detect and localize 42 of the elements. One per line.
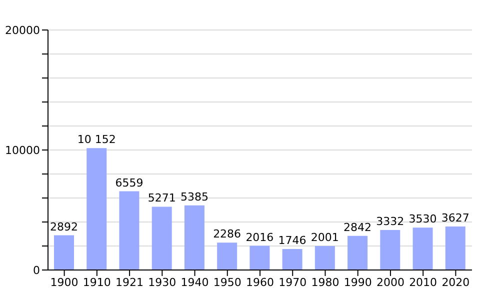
bar — [184, 205, 204, 270]
x-tick-label: 1960 — [246, 276, 274, 289]
x-tick-label: 2010 — [409, 276, 438, 289]
x-tick-label: 1950 — [213, 276, 242, 289]
y-tick-label: 0 — [33, 264, 40, 277]
data-label: 2001 — [310, 230, 339, 244]
bar — [445, 226, 466, 270]
bar — [54, 235, 74, 270]
data-label: 1746 — [278, 234, 306, 248]
bar — [412, 228, 433, 270]
bar — [217, 242, 238, 270]
data-label: 2016 — [246, 230, 274, 244]
bar — [152, 206, 172, 270]
data-label: 5385 — [180, 190, 208, 204]
x-tick-label: 1910 — [82, 276, 111, 289]
bar — [314, 246, 335, 270]
data-label: 3530 — [408, 212, 437, 226]
x-tick-label: 1990 — [344, 276, 372, 289]
data-label: 3332 — [376, 215, 404, 228]
data-label: 2286 — [213, 228, 242, 241]
x-tick-label: 1930 — [148, 276, 176, 289]
y-tick-label: 20000 — [5, 24, 40, 37]
x-tick-label: 2000 — [376, 276, 404, 289]
y-tick-label: 10000 — [5, 144, 40, 157]
bar — [86, 148, 107, 270]
x-tick-label: 1940 — [180, 276, 209, 289]
data-label: 3627 — [441, 211, 470, 224]
data-label: 2892 — [50, 220, 78, 234]
data-label: 2842 — [344, 220, 372, 234]
x-tick-label: 1900 — [50, 276, 78, 289]
bar — [119, 191, 140, 270]
data-label: 10 152 — [77, 133, 116, 146]
data-label: 5271 — [148, 192, 176, 205]
x-tick-label: 2020 — [442, 276, 470, 289]
data-label: 6559 — [115, 176, 144, 190]
bar — [348, 236, 368, 270]
bar — [282, 249, 302, 270]
x-tick-label: 1970 — [278, 276, 307, 289]
bar — [250, 246, 270, 270]
x-tick-label: 1921 — [116, 276, 144, 289]
x-tick-label: 1980 — [311, 276, 340, 289]
bar — [380, 230, 400, 270]
